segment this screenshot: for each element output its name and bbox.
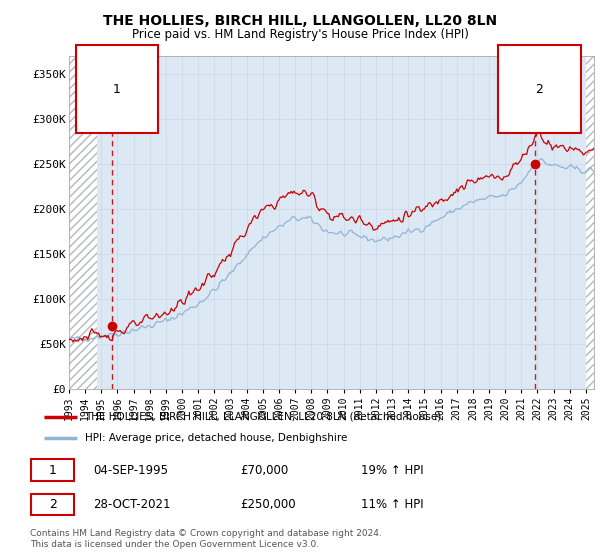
Text: 1: 1 xyxy=(49,464,56,477)
Text: HPI: Average price, detached house, Denbighshire: HPI: Average price, detached house, Denb… xyxy=(85,433,347,444)
Text: £70,000: £70,000 xyxy=(240,464,288,477)
Bar xyxy=(69,56,97,389)
Text: THE HOLLIES, BIRCH HILL, LLANGOLLEN, LL20 8LN (detached house): THE HOLLIES, BIRCH HILL, LLANGOLLEN, LL2… xyxy=(85,412,442,422)
FancyBboxPatch shape xyxy=(31,493,74,515)
Text: Price paid vs. HM Land Registry's House Price Index (HPI): Price paid vs. HM Land Registry's House … xyxy=(131,28,469,41)
Text: Contains HM Land Registry data © Crown copyright and database right 2024.
This d: Contains HM Land Registry data © Crown c… xyxy=(30,529,382,549)
Text: 2: 2 xyxy=(49,498,56,511)
Text: 04-SEP-1995: 04-SEP-1995 xyxy=(94,464,169,477)
Text: 28-OCT-2021: 28-OCT-2021 xyxy=(94,498,171,511)
Bar xyxy=(586,56,594,389)
FancyBboxPatch shape xyxy=(31,459,74,481)
Text: £250,000: £250,000 xyxy=(240,498,295,511)
Bar xyxy=(586,56,594,389)
Text: 19% ↑ HPI: 19% ↑ HPI xyxy=(361,464,424,477)
Text: 2: 2 xyxy=(536,83,544,96)
Bar xyxy=(69,56,97,389)
Text: THE HOLLIES, BIRCH HILL, LLANGOLLEN, LL20 8LN: THE HOLLIES, BIRCH HILL, LLANGOLLEN, LL2… xyxy=(103,14,497,28)
Text: 11% ↑ HPI: 11% ↑ HPI xyxy=(361,498,424,511)
Text: 1: 1 xyxy=(113,83,121,96)
